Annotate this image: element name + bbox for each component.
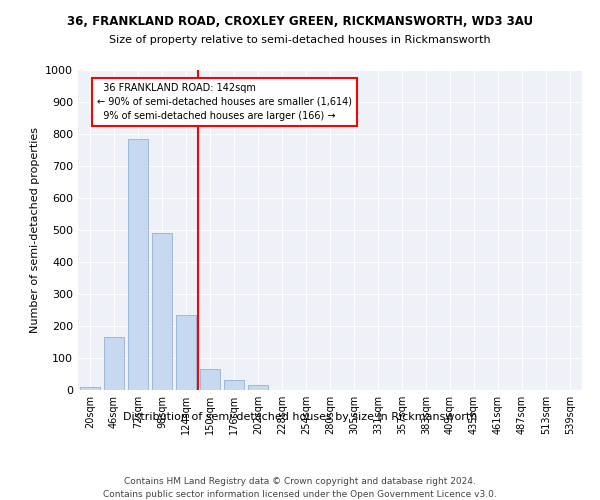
Bar xyxy=(152,233,172,390)
Bar xyxy=(128,139,148,390)
Text: 36, FRANKLAND ROAD, CROXLEY GREEN, RICKMANSWORTH, WD3 3AU: 36, FRANKLAND ROAD, CROXLEY GREEN, RICKM… xyxy=(67,15,533,28)
Bar xyxy=(224,380,244,390)
Y-axis label: Number of semi-detached properties: Number of semi-detached properties xyxy=(29,127,40,333)
Bar xyxy=(80,387,100,390)
Text: Distribution of semi-detached houses by size in Rickmansworth: Distribution of semi-detached houses by … xyxy=(123,412,477,422)
Bar xyxy=(104,337,124,390)
Bar xyxy=(176,315,196,390)
Text: Contains HM Land Registry data © Crown copyright and database right 2024.: Contains HM Land Registry data © Crown c… xyxy=(124,478,476,486)
Text: Size of property relative to semi-detached houses in Rickmansworth: Size of property relative to semi-detach… xyxy=(109,35,491,45)
Text: Contains public sector information licensed under the Open Government Licence v3: Contains public sector information licen… xyxy=(103,490,497,499)
Bar xyxy=(248,385,268,390)
Text: 36 FRANKLAND ROAD: 142sqm  
← 90% of semi-detached houses are smaller (1,614)
  : 36 FRANKLAND ROAD: 142sqm ← 90% of semi-… xyxy=(97,83,352,121)
Bar xyxy=(200,369,220,390)
